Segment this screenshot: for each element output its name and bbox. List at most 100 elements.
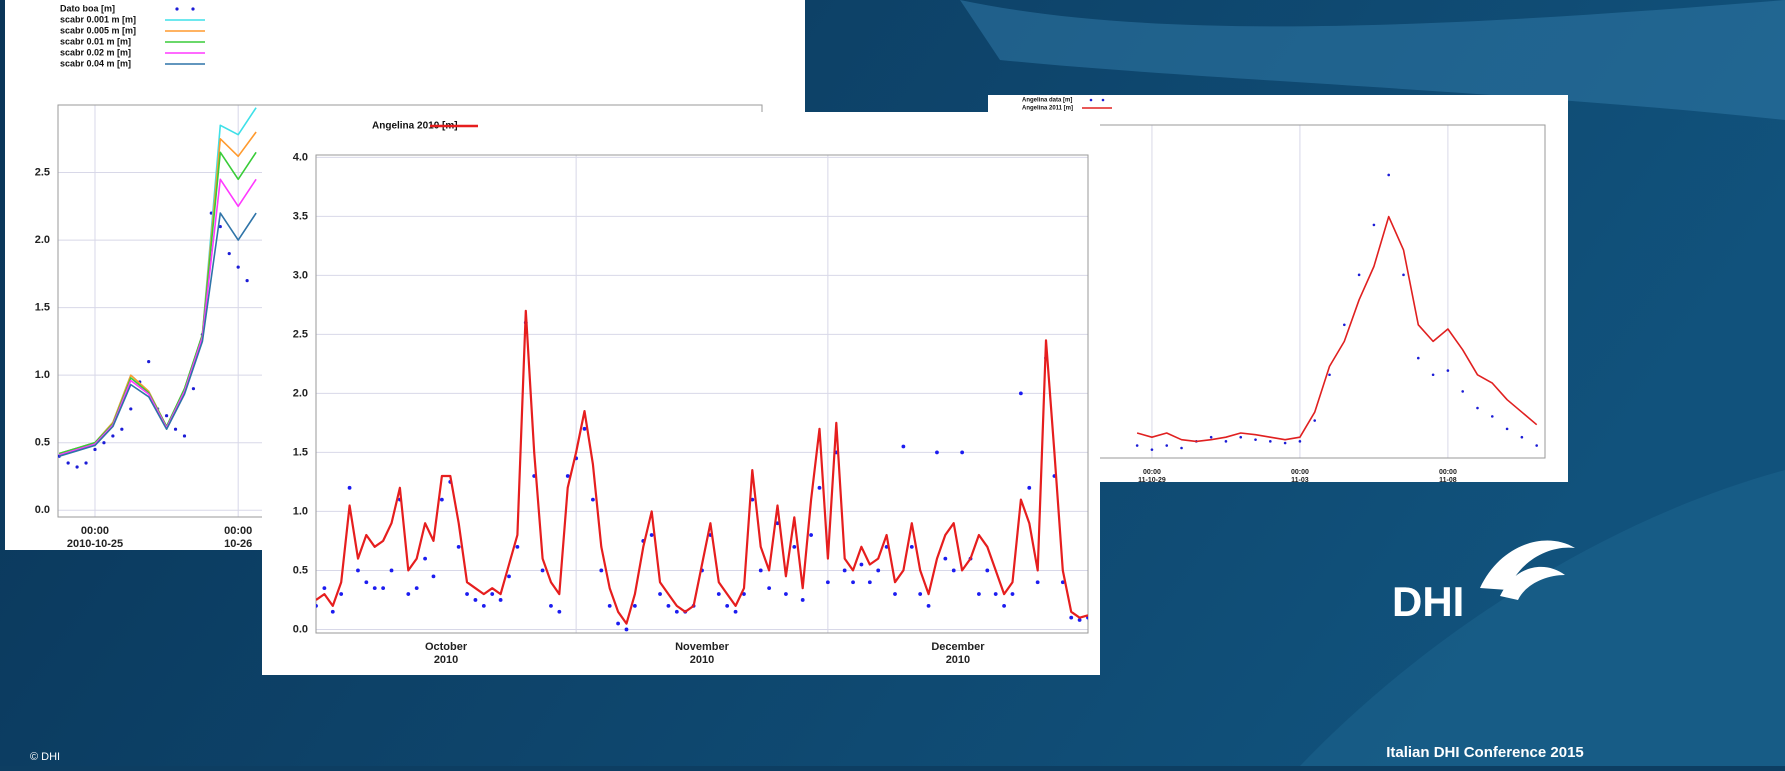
series-line	[58, 212, 257, 457]
legend-label: Dato boa [m]	[60, 3, 115, 13]
data-point	[960, 450, 965, 455]
y-tick-label: 1.5	[293, 446, 308, 458]
data-point	[364, 580, 369, 585]
data-point	[1416, 356, 1420, 360]
data-point	[943, 556, 948, 561]
data-point	[120, 427, 124, 431]
data-point	[507, 574, 511, 579]
y-tick-label: 4.0	[293, 151, 308, 163]
series-line	[58, 178, 257, 456]
data-point	[557, 609, 562, 614]
data-point	[381, 586, 386, 591]
y-tick-label: 1.0	[35, 369, 50, 381]
legend-label: scabr 0.04 m [m]	[60, 58, 131, 68]
data-point	[1490, 415, 1494, 418]
data-point	[236, 265, 240, 269]
legend-label: Angelina data [m]	[1022, 98, 1072, 104]
data-point	[515, 544, 520, 549]
data-point	[1060, 580, 1065, 585]
data-point	[191, 387, 196, 391]
x-tick-label: 2010	[946, 654, 970, 666]
data-point	[1209, 435, 1213, 439]
copyright: © DHI	[30, 751, 60, 763]
data-point	[993, 592, 998, 596]
swoosh	[960, 0, 1785, 120]
data-point	[733, 609, 738, 614]
data-point	[926, 603, 931, 608]
data-point	[1357, 273, 1361, 277]
legend-label: Angelina 2010 [m]	[372, 121, 458, 132]
data-point	[842, 568, 847, 573]
y-tick-label: 2.5	[293, 328, 308, 340]
x-tick-label: October	[425, 641, 468, 653]
data-point	[1283, 441, 1287, 445]
data-point	[632, 603, 637, 608]
data-point	[322, 586, 327, 591]
data-point	[666, 603, 671, 608]
data-point	[649, 533, 654, 537]
data-point	[1328, 373, 1331, 377]
data-point	[758, 568, 763, 573]
data-point	[624, 627, 629, 632]
y-tick-label: 2.5	[35, 166, 50, 178]
data-point	[540, 568, 545, 573]
data-point	[591, 497, 595, 502]
data-point	[851, 580, 855, 585]
data-point	[909, 544, 914, 549]
legend-marker	[175, 7, 179, 11]
x-tick-label: 2010	[690, 654, 714, 666]
data-point	[456, 544, 461, 549]
x-tick-label: 00:00	[1143, 469, 1161, 476]
data-point	[784, 592, 788, 596]
data-point	[549, 603, 553, 608]
data-point	[245, 279, 249, 283]
legend-marker	[191, 7, 195, 11]
data-point	[1535, 444, 1538, 447]
data-point	[1018, 391, 1023, 396]
charts: 0.00.51.01.52.02.500:002010-10-2500:0010…	[5, 0, 1568, 675]
data-point	[111, 434, 115, 438]
x-tick-label: 2010	[434, 654, 458, 666]
data-point	[1372, 223, 1376, 227]
data-point	[1165, 444, 1169, 447]
data-point	[1224, 440, 1228, 443]
data-point	[977, 592, 981, 596]
data-point	[481, 603, 486, 608]
legend-label: scabr 0.005 m [m]	[60, 25, 136, 35]
data-point	[1387, 173, 1391, 177]
data-point	[1239, 435, 1243, 439]
data-point	[800, 598, 805, 602]
data-point	[809, 533, 813, 537]
data-point	[218, 224, 222, 229]
legend-label: scabr 0.001 m [m]	[60, 14, 136, 24]
data-point	[372, 586, 377, 591]
legend-label: scabr 0.01 m [m]	[60, 36, 131, 46]
data-point	[716, 592, 721, 596]
y-tick-label: 0.5	[35, 437, 50, 449]
data-point	[414, 586, 419, 591]
data-point	[901, 444, 906, 449]
data-point	[658, 592, 662, 596]
data-point	[330, 609, 335, 614]
plot-area	[58, 107, 257, 469]
data-point	[742, 592, 746, 596]
data-point	[1254, 438, 1257, 441]
data-point	[147, 360, 151, 364]
legend-label: scabr 0.02 m [m]	[60, 47, 131, 57]
data-point	[616, 621, 620, 626]
data-point	[84, 461, 88, 465]
data-point	[1069, 615, 1074, 620]
data-point	[431, 574, 436, 579]
data-point	[1446, 369, 1450, 372]
y-tick-label: 1.0	[293, 505, 308, 517]
data-point	[102, 441, 106, 445]
data-point	[316, 603, 318, 608]
x-tick-label: 00:00	[81, 525, 109, 537]
y-tick-label: 2.0	[293, 387, 308, 399]
data-point	[1027, 485, 1032, 490]
y-tick-label: 2.0	[35, 234, 50, 246]
data-point	[985, 568, 990, 573]
y-tick-label: 3.5	[293, 210, 308, 222]
